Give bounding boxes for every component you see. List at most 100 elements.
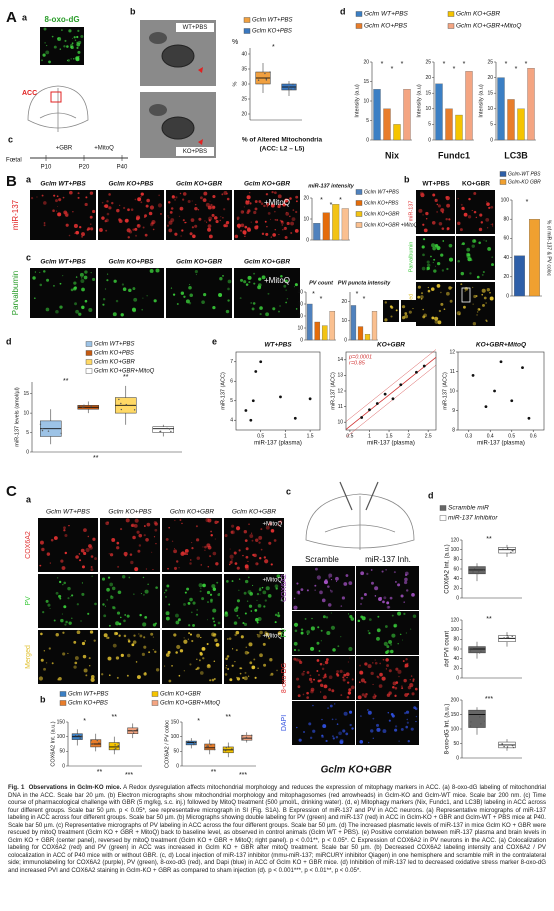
jitter-dot: [473, 568, 476, 570]
cell: [398, 740, 400, 742]
point: [422, 364, 426, 368]
cell: [88, 664, 91, 667]
cell: [83, 528, 87, 532]
bar: [371, 311, 378, 341]
cell: [165, 616, 170, 621]
cell: [382, 600, 385, 604]
jitter-dot: [39, 423, 42, 425]
cell: [185, 299, 190, 304]
cell: [67, 652, 69, 654]
cell: [472, 322, 477, 326]
cell: [94, 602, 97, 606]
jitter-dot: [207, 745, 210, 747]
jitter-dot: [214, 748, 216, 751]
cell: [377, 615, 380, 618]
cell: [414, 707, 418, 711]
jitter-dot: [265, 78, 267, 80]
cell: [441, 269, 445, 272]
cell: [272, 307, 276, 311]
y-tick-label: 15: [425, 91, 431, 97]
cell: [254, 676, 257, 679]
bar: [306, 303, 313, 341]
y-axis-label: %: [232, 81, 238, 86]
cell: [240, 210, 245, 214]
cell: [340, 605, 343, 607]
point: [360, 416, 364, 419]
cell: [368, 632, 371, 635]
cell: [140, 593, 142, 595]
cell: [103, 614, 107, 618]
cell: [207, 205, 212, 210]
cell: [155, 586, 158, 589]
cell: [143, 636, 146, 639]
cell: [426, 263, 431, 268]
cell: [67, 59, 70, 62]
point: [484, 405, 488, 408]
cell: [170, 287, 173, 289]
cell: [74, 656, 79, 660]
cell: [401, 316, 406, 320]
cell: [89, 223, 92, 225]
cell: [261, 232, 265, 236]
cell: [363, 592, 367, 596]
y-tick-label: 0: [490, 137, 493, 143]
cell: [222, 216, 224, 219]
cell: [250, 302, 253, 304]
column-header: Gclm WT+PBS: [40, 259, 86, 266]
y-tick-label: 0: [456, 595, 459, 601]
cell: [187, 199, 191, 204]
cell: [345, 574, 349, 577]
cell: [126, 614, 130, 618]
point: [259, 360, 263, 364]
significance: *: [401, 61, 404, 68]
cell: [152, 648, 155, 651]
cell: [264, 599, 267, 602]
cell: [85, 547, 90, 553]
cell: [144, 672, 147, 674]
cell: [152, 569, 154, 571]
overlay-label: +MitoQ: [262, 522, 282, 528]
cell: [271, 190, 274, 194]
cell: [195, 274, 197, 276]
x-tick-label: 1.5: [386, 433, 393, 439]
cell: [258, 541, 261, 544]
label: Nix: [385, 150, 399, 160]
cell: [154, 528, 158, 532]
group-footer: Gclm KO+GBR: [321, 765, 393, 776]
cell: [45, 50, 50, 55]
cell: [436, 284, 441, 288]
cell: [101, 577, 106, 581]
cell: [388, 719, 391, 722]
cell: [336, 723, 339, 725]
cell: [39, 271, 41, 273]
y-tick-label: 10: [449, 388, 455, 394]
y-tick-label: 80: [453, 637, 459, 643]
cell: [204, 549, 206, 551]
cell: [388, 669, 392, 673]
cell: [325, 616, 329, 619]
jitter-dot: [242, 737, 245, 740]
column-header: Gclm WT+PBS: [40, 181, 86, 188]
significance: *: [505, 61, 508, 68]
cell: [281, 224, 284, 226]
cell: [308, 722, 312, 726]
cell: [165, 611, 170, 616]
cell: [212, 617, 215, 620]
panel-letter: b: [404, 174, 410, 184]
row-label: 8-oxo-DG: [281, 663, 288, 693]
cell: [244, 235, 246, 238]
y-tick-label: 15: [487, 91, 493, 97]
bar: [527, 68, 535, 141]
cell: [34, 271, 37, 273]
stat: r=0.85: [349, 360, 366, 366]
row-label: miR-137: [11, 199, 20, 230]
cell: [116, 676, 119, 679]
cell: [145, 568, 148, 570]
cell: [212, 608, 217, 613]
label-box: [176, 147, 214, 156]
jitter-dot: [90, 405, 92, 407]
cell: [317, 626, 320, 629]
cell: [290, 231, 293, 234]
cell: [277, 614, 281, 618]
cell: [146, 198, 150, 203]
